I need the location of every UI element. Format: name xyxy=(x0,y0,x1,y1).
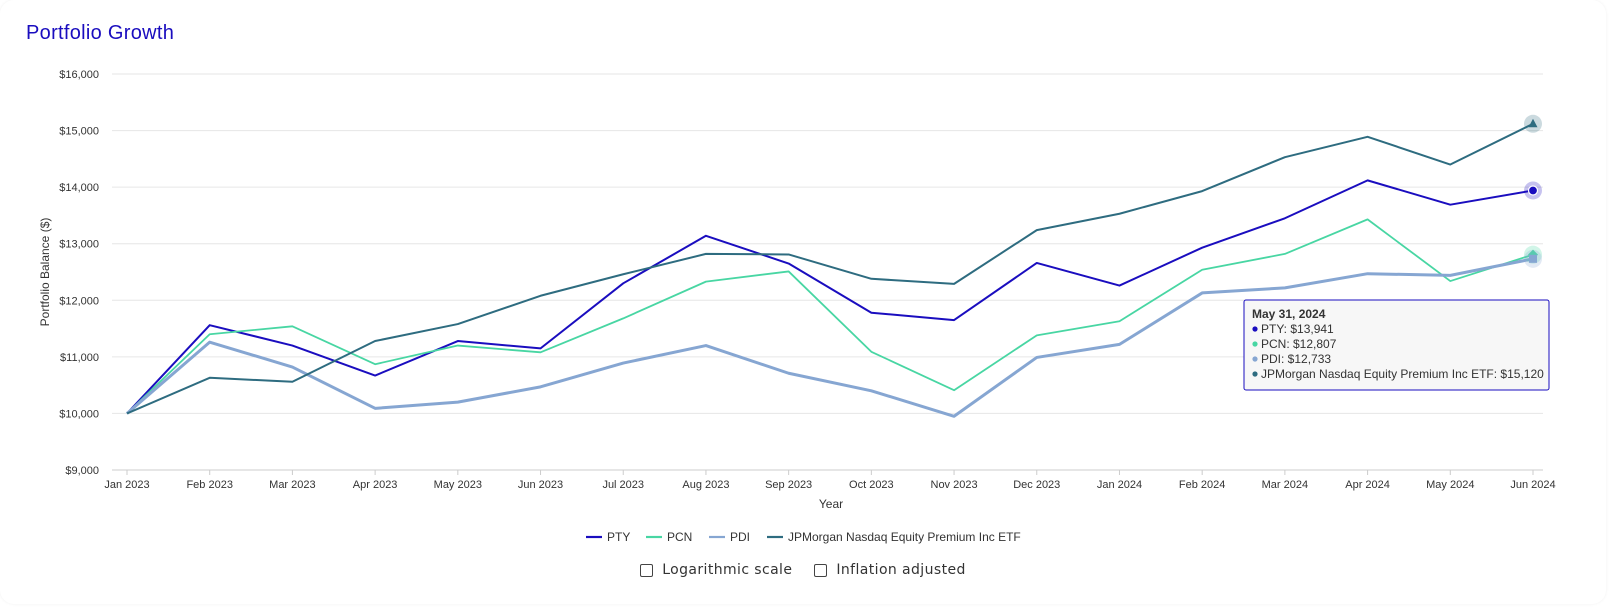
legend-item-jpmorgan-nasdaq-equity-premium-inc-etf[interactable]: JPMorgan Nasdaq Equity Premium Inc ETF xyxy=(767,530,1021,544)
tooltip-bullet xyxy=(1252,371,1258,377)
x-tick-label: Apr 2024 xyxy=(1345,479,1390,491)
y-tick-label: $10,000 xyxy=(59,408,99,420)
tooltip-date: May 31, 2024 xyxy=(1252,307,1326,321)
inflation-adjusted-checkbox[interactable] xyxy=(814,563,828,577)
tooltip-line: PTY: $13,941 xyxy=(1261,322,1334,336)
log-scale-label: Logarithmic scale xyxy=(662,562,793,578)
y-tick-label: $9,000 xyxy=(65,465,99,477)
series-line-jpmorgan-nasdaq-equity-premium-inc-etf[interactable] xyxy=(126,122,1534,415)
square-marker xyxy=(1529,254,1537,263)
circle-marker xyxy=(1527,185,1539,196)
x-tick-label: Dec 2023 xyxy=(1013,479,1060,491)
x-tick-label: Feb 2024 xyxy=(1179,479,1225,491)
x-tick-label: Jul 2023 xyxy=(602,479,644,491)
x-tick-label: Apr 2023 xyxy=(353,479,398,491)
x-tick-label: Jun 2024 xyxy=(1510,479,1555,491)
portfolio-growth-chart: $9,000 $10,000 $11,000 $12,000 $13,000 $14,00… xyxy=(38,69,1556,544)
inflation-adjusted-label: Inflation adjusted xyxy=(836,562,966,578)
chart-title: Portfolio Growth xyxy=(26,22,175,44)
x-tick-label: Aug 2023 xyxy=(682,479,729,491)
legend-label: PDI xyxy=(730,530,750,544)
tooltip-line: JPMorgan Nasdaq Equity Premium Inc ETF: … xyxy=(1261,367,1544,381)
y-tick-label: $14,000 xyxy=(59,182,99,194)
inflation-adjusted-option[interactable]: Inflation adjusted xyxy=(814,562,965,578)
y-tick-label: $12,000 xyxy=(59,295,99,307)
x-tick-label: Feb 2023 xyxy=(186,479,232,491)
y-tick-label: $15,000 xyxy=(59,126,99,138)
gridlines xyxy=(112,73,1543,471)
legend-item-pdi[interactable]: PDI xyxy=(709,530,750,544)
x-tick-label: Mar 2024 xyxy=(1262,479,1308,491)
legend-label: PTY xyxy=(607,530,630,544)
legend-label: PCN xyxy=(667,530,692,544)
x-tick-label: Jun 2023 xyxy=(518,479,563,491)
legend-label: JPMorgan Nasdaq Equity Premium Inc ETF xyxy=(788,530,1021,544)
legend-item-pcn[interactable]: PCN xyxy=(646,530,692,544)
x-tick-label: May 2024 xyxy=(1426,479,1474,491)
y-tick-label: $11,000 xyxy=(60,352,99,364)
tooltip-bullet xyxy=(1252,341,1258,347)
tooltip-bullet xyxy=(1252,326,1258,332)
x-tick-label: Sep 2023 xyxy=(765,479,812,491)
tooltip-bullet xyxy=(1252,356,1258,362)
y-axis-title: Portfolio Balance ($) xyxy=(38,218,52,327)
x-axis-title: Year xyxy=(819,497,843,511)
log-scale-checkbox[interactable] xyxy=(640,563,654,577)
x-tick-label: Oct 2023 xyxy=(849,479,894,491)
series-line-pdi[interactable] xyxy=(126,257,1534,418)
x-tick-label: Mar 2023 xyxy=(269,479,315,491)
tooltip-box xyxy=(1243,299,1550,391)
y-tick-label: $13,000 xyxy=(59,239,99,251)
series-line-pty[interactable] xyxy=(126,179,1534,415)
y-axis: $9,000 $10,000 $11,000 $12,000 $13,000 $14,00… xyxy=(38,69,99,477)
y-tick-label: $16,000 xyxy=(59,69,99,81)
x-tick-label: Jan 2023 xyxy=(104,479,149,491)
series-lines xyxy=(126,122,1534,418)
legend-item-pty[interactable]: PTY xyxy=(586,530,630,544)
series-line-pcn[interactable] xyxy=(126,218,1534,415)
tooltip-line: PCN: $12,807 xyxy=(1261,337,1337,351)
hover-markers xyxy=(1524,114,1542,268)
legend[interactable]: PTY PCN PDI JPMorgan Nasdaq Equity Premium … xyxy=(586,530,1021,544)
chart-options: Logarithmic scale Inflation adjusted xyxy=(0,562,1606,578)
x-tick-label: May 2023 xyxy=(434,479,482,491)
x-tick-label: Jan 2024 xyxy=(1097,479,1142,491)
x-tick-label: Nov 2023 xyxy=(931,479,978,491)
log-scale-option[interactable]: Logarithmic scale xyxy=(640,562,792,578)
x-axis: Jan 2023 Feb 2023 Mar 2023 Apr 2023 May 2023… xyxy=(104,470,1556,511)
tooltip-line: PDI: $12,733 xyxy=(1261,352,1331,366)
triangle-marker xyxy=(1528,118,1538,128)
